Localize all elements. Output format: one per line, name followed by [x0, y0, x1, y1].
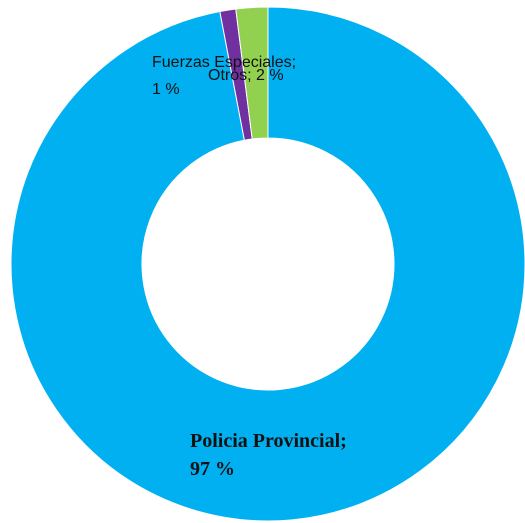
label-otros: Otros; 2 %: [208, 67, 284, 84]
label-fuerzas-especiales-line-2: 1 %: [152, 81, 180, 98]
label-policia-provincial: Policia Provincial; 97 %: [190, 430, 352, 480]
label-otros-line-1: Otros; 2 %: [208, 67, 284, 84]
label-fuerzas-especiales: Fuerzas Especiales; 1 %: [152, 54, 301, 98]
label-policia-provincial-line-1: Policia Provincial;: [190, 430, 347, 452]
slice-otros: [235, 6, 269, 140]
label-fuerzas-especiales-line-1: Fuerzas Especiales;: [152, 54, 296, 71]
label-policia-provincial-line-2: 97 %: [190, 458, 235, 480]
slice-policia-provincial: [10, 6, 525, 522]
donut-slices: [10, 6, 525, 522]
